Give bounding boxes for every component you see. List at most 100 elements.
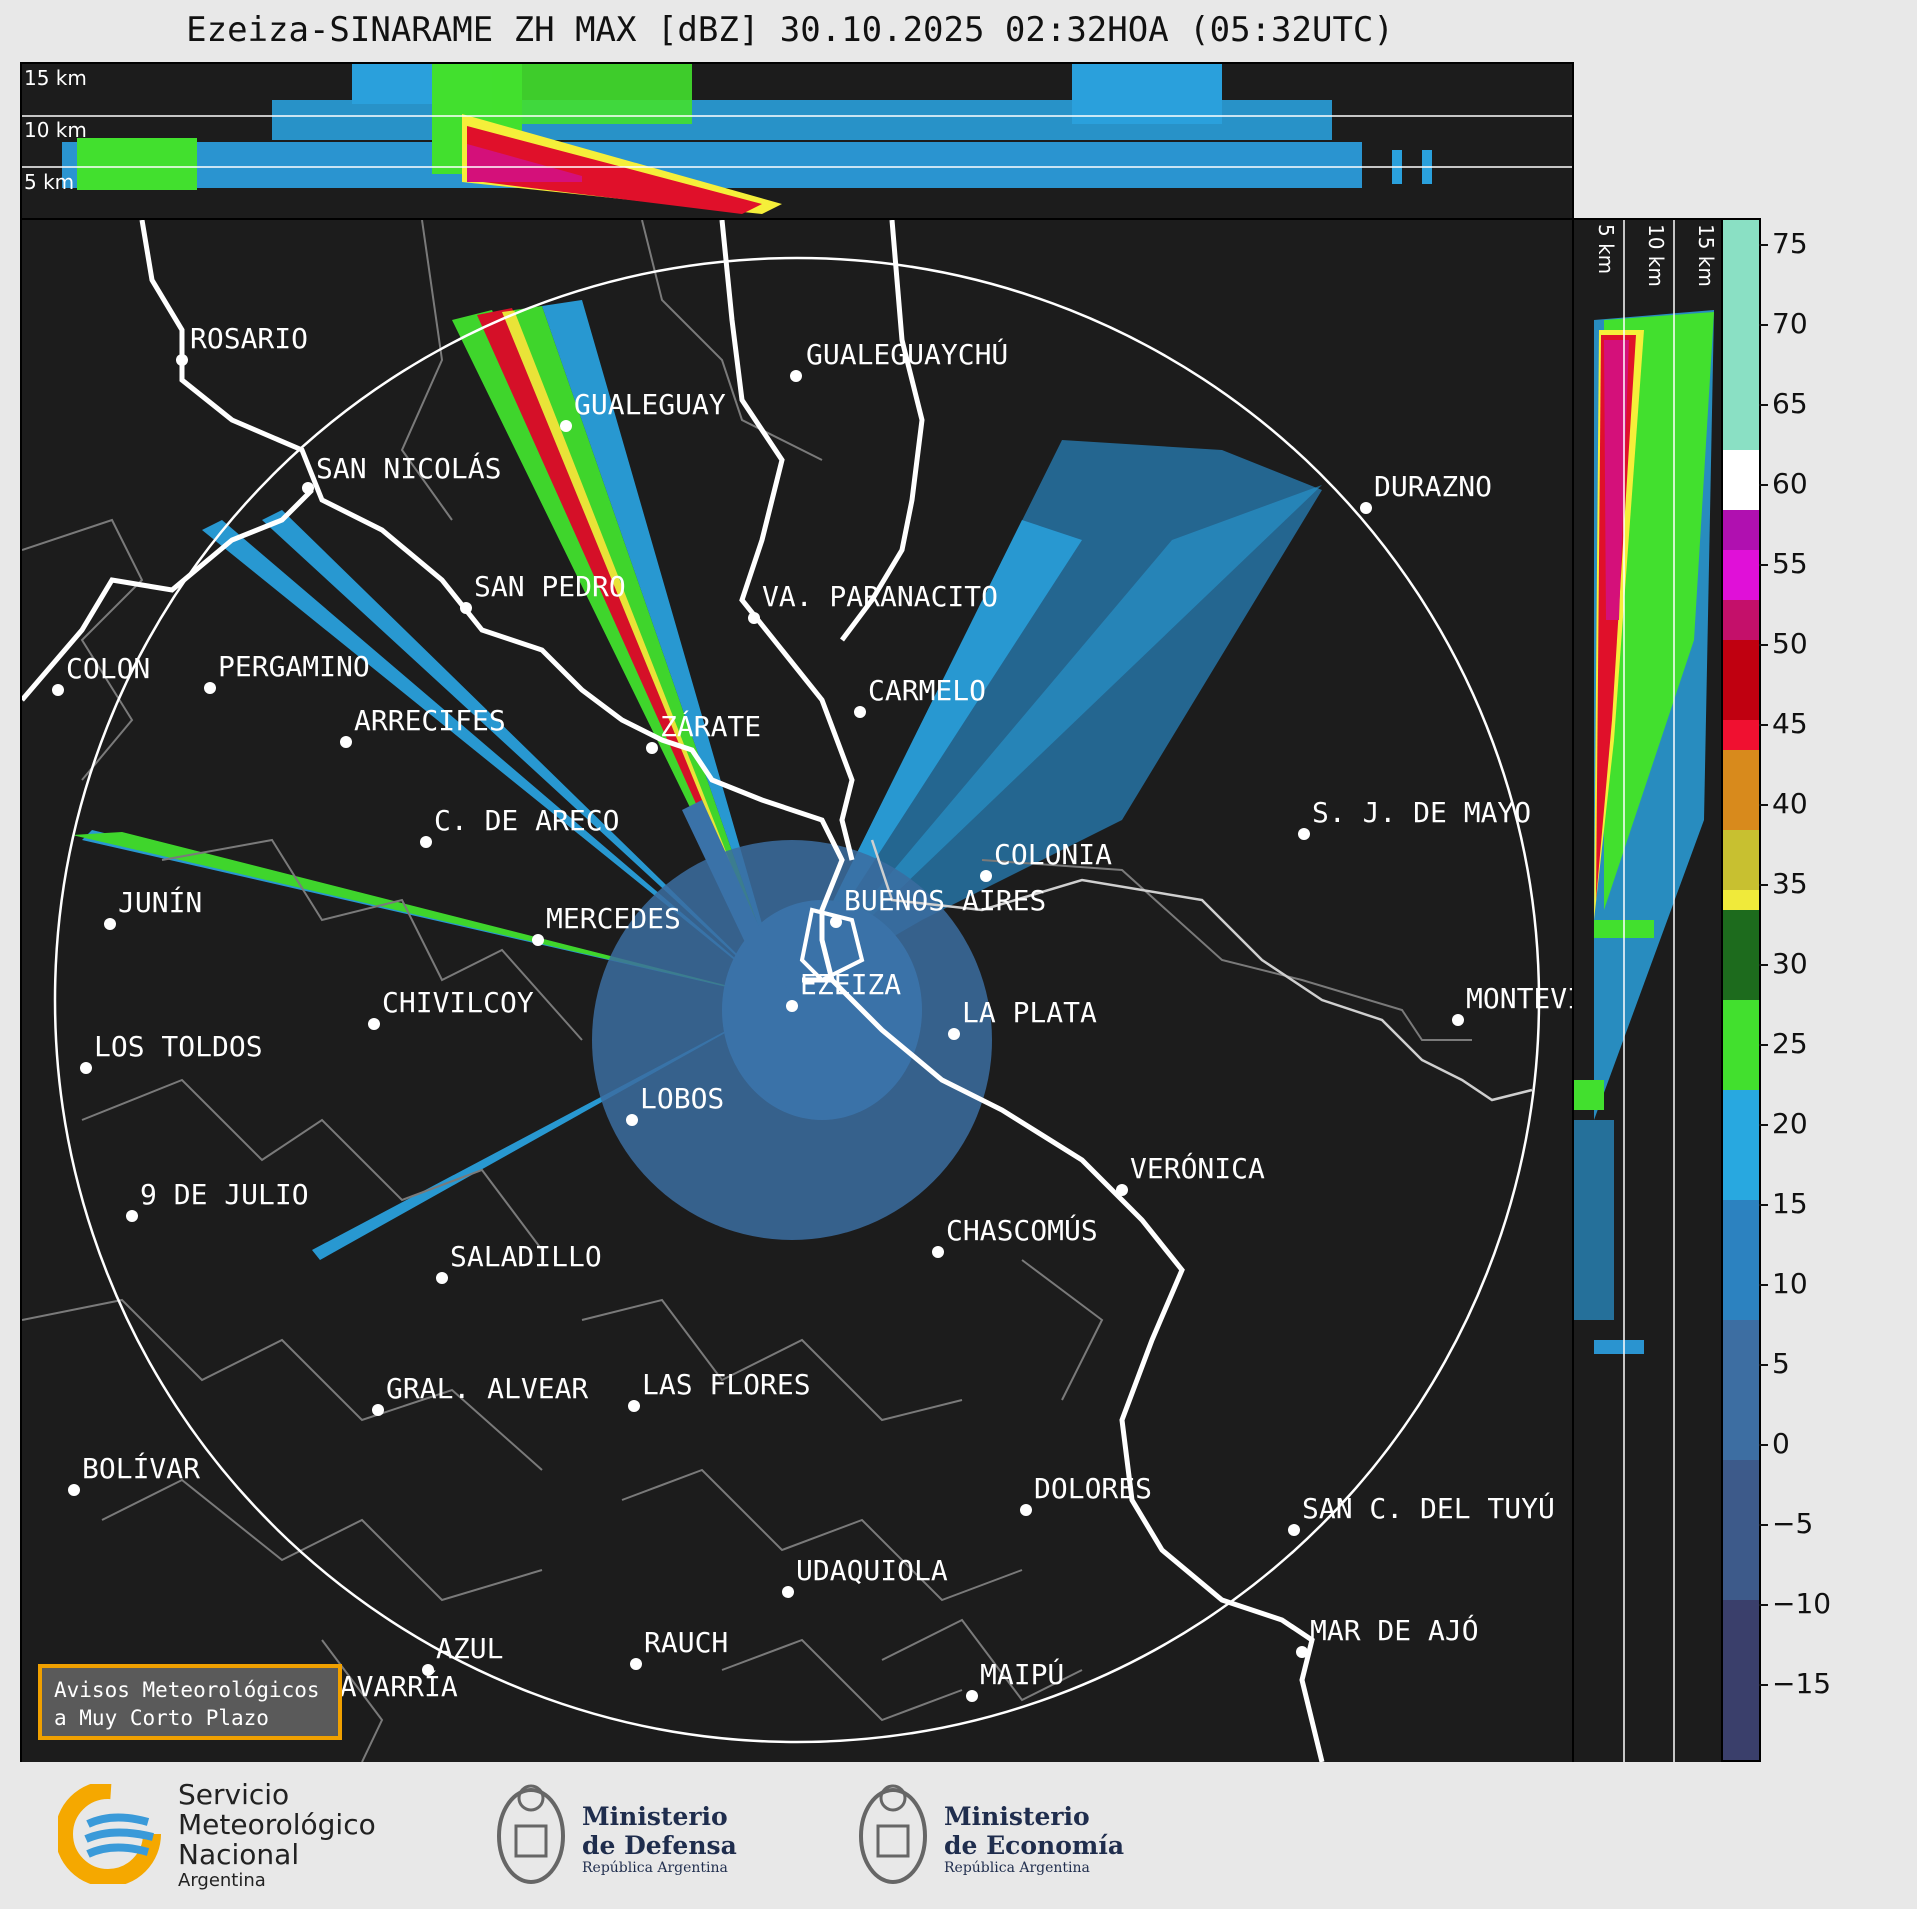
colorbar-tick	[1759, 1044, 1768, 1046]
city-dot	[340, 736, 352, 748]
colorbar-tick	[1759, 484, 1768, 486]
city-label: GUALEGUAY	[574, 388, 726, 421]
city-label: BOLÍVAR	[82, 1452, 201, 1485]
alert-line-2: a Muy Corto Plazo	[54, 1706, 269, 1730]
city-label: ZÁRATE	[660, 710, 762, 743]
city-label: RAUCH	[644, 1626, 729, 1659]
city-dot	[1296, 1646, 1308, 1658]
city-label: LA PLATA	[962, 996, 1097, 1029]
colorbar-tick-label: −15	[1772, 1667, 1832, 1700]
colorbar-tick-label: 65	[1772, 387, 1808, 420]
colorbar-tick	[1759, 964, 1768, 966]
alert-box[interactable]: Avisos Meteorológicos a Muy Corto Plazo	[38, 1664, 342, 1740]
chart-title: Ezeiza-SINARAME ZH MAX [dBZ] 30.10.2025 …	[186, 10, 1394, 50]
economia-line-3: República Argentina	[944, 1860, 1090, 1876]
city-label: MONTEVIDEO	[1466, 982, 1572, 1015]
range-ring	[53, 256, 1541, 1744]
city-label: SALADILLO	[450, 1240, 602, 1273]
colorbar-tick	[1759, 324, 1768, 326]
top-height-panel: 15 km 10 km 5 km	[20, 62, 1574, 220]
city-label: LOS TOLDOS	[94, 1030, 263, 1063]
city-dot	[1116, 1184, 1128, 1196]
city-label: MAR DE AJÓ	[1310, 1614, 1479, 1647]
city-dot	[1020, 1504, 1032, 1516]
city-dot	[422, 1664, 434, 1676]
city-dot	[420, 836, 432, 848]
defensa-coat-of-arms-icon	[497, 1784, 565, 1884]
smn-line-1: Servicio	[178, 1778, 290, 1811]
city-dot	[532, 934, 544, 946]
city-label: SAN PEDRO	[474, 570, 626, 603]
side-level-5km: 5 km	[1594, 224, 1618, 275]
city-label: LAS FLORES	[642, 1368, 811, 1401]
top-echo-profile	[22, 64, 1572, 214]
colorbar-gradient	[1723, 220, 1759, 1760]
colorbar-tick-label: 0	[1772, 1427, 1790, 1460]
side-height-panel: 5 km 10 km 15 km	[1572, 218, 1723, 1764]
city-dot	[1288, 1524, 1300, 1536]
city-label: LOBOS	[640, 1082, 725, 1115]
colorbar-tick-label: 45	[1772, 707, 1808, 740]
city-label: ARRECIFES	[354, 704, 506, 737]
city-label: ROSARIO	[190, 322, 309, 355]
colorbar-tick	[1759, 1684, 1768, 1686]
city-dot	[126, 1210, 138, 1222]
city-dot	[782, 1586, 794, 1598]
colorbar-tick-label: −5	[1772, 1507, 1814, 1540]
side-level-10km: 10 km	[1644, 224, 1668, 287]
top-level-15km: 15 km	[24, 66, 87, 90]
city-label: CHIVILCOY	[382, 986, 534, 1019]
city-label: BUENOS AIRES	[844, 884, 1047, 917]
colorbar-tick	[1759, 724, 1768, 726]
colorbar-tick	[1759, 1364, 1768, 1366]
colorbar-tick-label: 70	[1772, 307, 1808, 340]
city-label: GRAL. ALVEAR	[386, 1372, 589, 1405]
colorbar-tick-label: 25	[1772, 1027, 1808, 1060]
city-dot	[372, 1404, 384, 1416]
economia-line-2: de Economía	[944, 1831, 1125, 1860]
city-dot	[966, 1690, 978, 1702]
city-dot	[204, 682, 216, 694]
city-label: MAIPÚ	[980, 1658, 1065, 1691]
colorbar-tick-label: 10	[1772, 1267, 1808, 1300]
radar-map[interactable]: ROSARIO GUALEGUAYCHÚ GUALEGUAY SAN NICOL…	[20, 218, 1574, 1764]
economia-line-1: Ministerio	[944, 1802, 1090, 1831]
city-dot	[80, 1062, 92, 1074]
defensa-line-2: de Defensa	[582, 1831, 737, 1860]
city-label: COLONIA	[994, 838, 1113, 871]
colorbar-tick-label: 30	[1772, 947, 1808, 980]
colorbar-tick-label: 50	[1772, 627, 1808, 660]
side-level-15km: 15 km	[1694, 224, 1718, 287]
colorbar-tick	[1759, 1284, 1768, 1286]
colorbar-tick	[1759, 1124, 1768, 1126]
city-dot	[176, 354, 188, 366]
rio-de-la-plata-outline	[799, 839, 1533, 1102]
colorbar-tick-label: 5	[1772, 1347, 1790, 1380]
city-dot	[368, 1018, 380, 1030]
city-dot	[626, 1114, 638, 1126]
map-graphics	[22, 220, 1541, 1762]
colorbar-tick-label: −10	[1772, 1587, 1832, 1620]
city-label: 9 DE JULIO	[140, 1178, 309, 1211]
city-label: S. J. DE MAYO	[1312, 796, 1532, 829]
colorbar-tick	[1759, 1604, 1768, 1606]
city-dot	[948, 1028, 960, 1040]
city-dot	[932, 1246, 944, 1258]
city-label: COLON	[66, 652, 151, 685]
echo-spokes	[72, 300, 1322, 1260]
colorbar-tick	[1759, 564, 1768, 566]
top-level-10km: 10 km	[24, 118, 87, 142]
colorbar-tick	[1759, 1524, 1768, 1526]
coastline	[22, 220, 1325, 1762]
colorbar-tick	[1759, 244, 1768, 246]
admin-boundaries	[22, 220, 1472, 1762]
colorbar-tick-label: 60	[1772, 467, 1808, 500]
city-label: MERCEDES	[546, 902, 681, 935]
city-label: SAN NICOLÁS	[316, 452, 502, 485]
city-label: C. DE ARECO	[434, 804, 620, 837]
city-dot	[630, 1658, 642, 1670]
city-dot	[460, 602, 472, 614]
city-label: EZEIZA	[800, 968, 902, 1001]
colorbar-tick-label: 20	[1772, 1107, 1808, 1140]
city-dot	[790, 370, 802, 382]
